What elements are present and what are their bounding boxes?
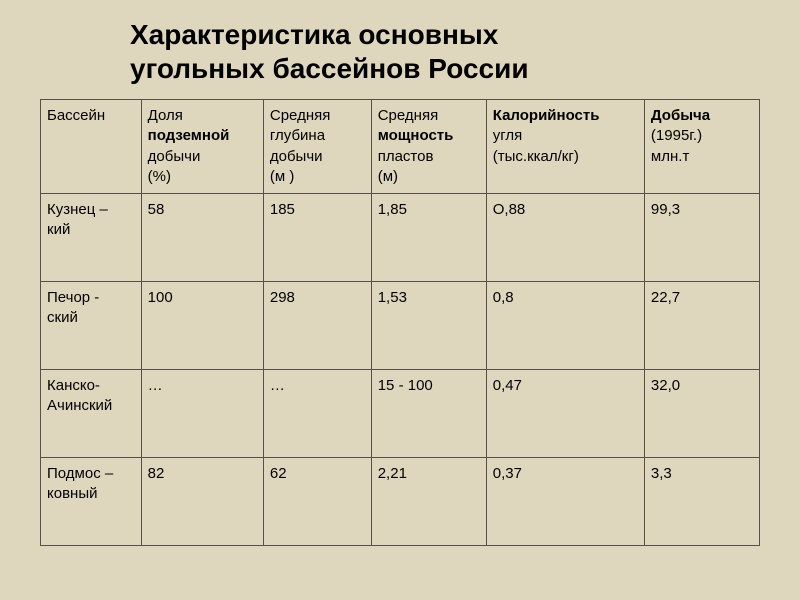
basin-l2: Ачинский [47, 396, 135, 416]
col-share-l4: (%) [148, 167, 257, 187]
col-prod-l3: млн.т [651, 147, 753, 167]
cell-power: 1,85 [371, 194, 486, 282]
cell-depth: 62 [263, 458, 371, 546]
table-row: Кузнец – кий 58 185 1,85 О,88 99,3 [41, 194, 760, 282]
basin-l1: Подмос – [47, 464, 135, 484]
col-share-l3: добычи [148, 147, 257, 167]
cell-share: 82 [141, 458, 263, 546]
col-depth: Средняя глубина добычи (м ) [263, 100, 371, 194]
col-power-l1: Средняя [378, 106, 480, 126]
col-prod: Добыча (1995г.) млн.т [644, 100, 759, 194]
basin-l2: ковный [47, 484, 135, 504]
col-calor-l2: угля [493, 126, 638, 146]
col-depth-l2: глубина [270, 126, 365, 146]
slide-title: Характеристика основных угольных бассейн… [130, 18, 760, 85]
col-basin: Бассейн [41, 100, 142, 194]
cell-depth: 185 [263, 194, 371, 282]
table-row: Подмос – ковный 82 62 2,21 0,37 3,3 [41, 458, 760, 546]
cell-depth: … [263, 370, 371, 458]
col-power-l2: мощность [378, 126, 480, 146]
slide-root: Характеристика основных угольных бассейн… [0, 0, 800, 600]
col-prod-l2: (1995г.) [651, 126, 753, 146]
col-share-l1: Доля [148, 106, 257, 126]
basin-l1: Печор - [47, 288, 135, 308]
cell-basin: Кузнец – кий [41, 194, 142, 282]
cell-calor: О,88 [486, 194, 644, 282]
cell-prod: 32,0 [644, 370, 759, 458]
cell-share: … [141, 370, 263, 458]
col-share: Доля подземной добычи (%) [141, 100, 263, 194]
col-power-l4: (м) [378, 167, 480, 187]
cell-power: 1,53 [371, 282, 486, 370]
cell-power: 15 - 100 [371, 370, 486, 458]
col-calor-l3: (тыс.ккал/кг) [493, 147, 638, 167]
cell-basin: Канско- Ачинский [41, 370, 142, 458]
col-power-l3: пластов [378, 147, 480, 167]
col-power: Средняя мощность пластов (м) [371, 100, 486, 194]
cell-prod: 22,7 [644, 282, 759, 370]
col-calor: Калорийность угля (тыс.ккал/кг) [486, 100, 644, 194]
cell-basin: Печор - ский [41, 282, 142, 370]
basin-l2: кий [47, 220, 135, 240]
basins-table: Бассейн Доля подземной добычи (%) Средня… [40, 99, 760, 546]
col-basin-l1: Бассейн [47, 106, 135, 126]
cell-share: 58 [141, 194, 263, 282]
cell-calor: 0,37 [486, 458, 644, 546]
cell-share: 100 [141, 282, 263, 370]
col-depth-l3: добычи [270, 147, 365, 167]
col-calor-l1: Калорийность [493, 106, 638, 126]
cell-prod: 99,3 [644, 194, 759, 282]
cell-calor: 0,8 [486, 282, 644, 370]
title-line1: Характеристика основных [130, 18, 760, 52]
cell-power: 2,21 [371, 458, 486, 546]
cell-depth: 298 [263, 282, 371, 370]
col-share-l2: подземной [148, 126, 257, 146]
cell-prod: 3,3 [644, 458, 759, 546]
cell-calor: 0,47 [486, 370, 644, 458]
table-row: Канско- Ачинский … … 15 - 100 0,47 32,0 [41, 370, 760, 458]
table-row: Печор - ский 100 298 1,53 0,8 22,7 [41, 282, 760, 370]
col-depth-l1: Средняя [270, 106, 365, 126]
col-depth-l4: (м ) [270, 167, 365, 187]
basin-l1: Кузнец – [47, 200, 135, 220]
title-line2: угольных бассейнов России [130, 52, 760, 86]
table-header-row: Бассейн Доля подземной добычи (%) Средня… [41, 100, 760, 194]
cell-basin: Подмос – ковный [41, 458, 142, 546]
basin-l2: ский [47, 308, 135, 328]
basin-l1: Канско- [47, 376, 135, 396]
col-prod-l1: Добыча [651, 106, 753, 126]
